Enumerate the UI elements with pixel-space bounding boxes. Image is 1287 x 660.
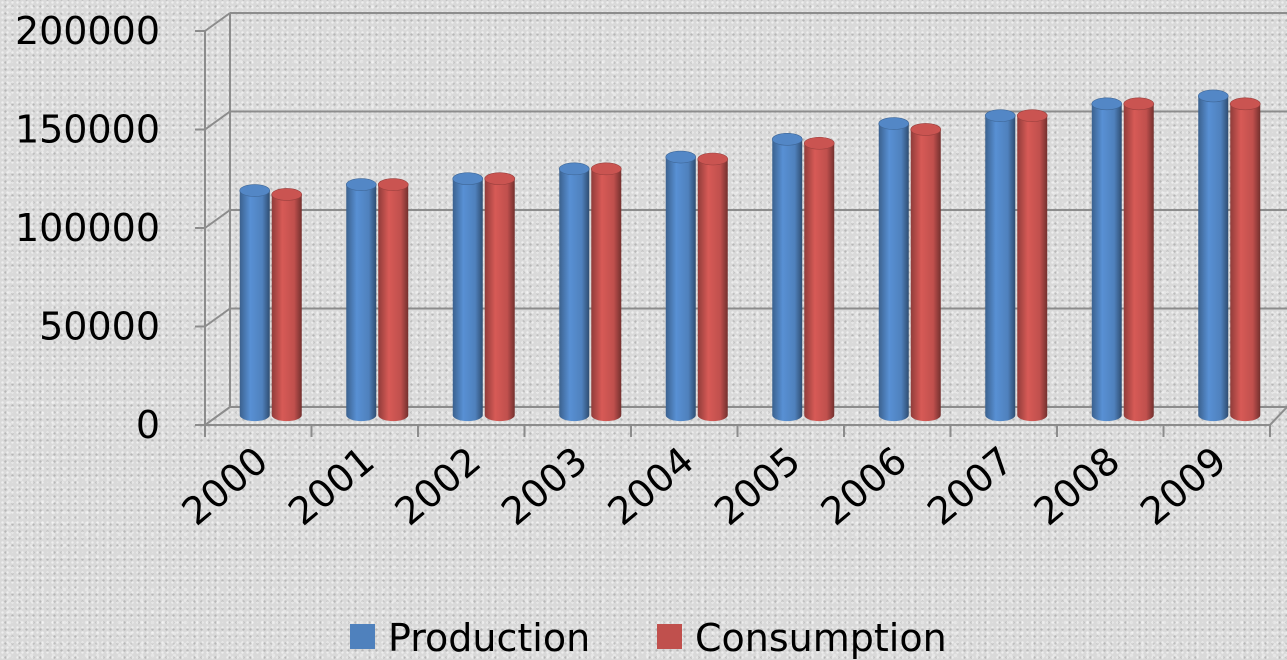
bar-consumption-2004: [697, 152, 729, 422]
legend-label-production: Production: [388, 616, 590, 660]
x-tick-label: 2003: [493, 438, 595, 534]
bar-consumption-2000: [271, 188, 303, 422]
legend: Production Consumption: [350, 616, 947, 660]
bar-production-2001: [345, 178, 377, 422]
bar-production-2008: [1091, 97, 1123, 422]
legend-item-consumption: Consumption: [657, 616, 947, 660]
bar-consumption-2005: [803, 136, 835, 422]
bar-production-2004: [665, 150, 697, 422]
legend-item-production: Production: [350, 616, 590, 660]
bar-consumption-2009: [1229, 97, 1261, 422]
legend-label-consumption: Consumption: [695, 616, 947, 660]
y-tick-label: 0: [136, 403, 160, 447]
y-tick-label: 200000: [15, 9, 160, 53]
x-tick-label: 2009: [1132, 438, 1234, 534]
x-tick-label: 2004: [600, 438, 702, 534]
legend-swatch-production: [350, 624, 375, 649]
x-tick-label: 2007: [919, 438, 1021, 534]
bar-consumption-2008: [1123, 97, 1155, 422]
x-tick-label: 2002: [387, 438, 489, 534]
y-tick-label: 100000: [15, 206, 160, 250]
legend-swatch-consumption: [657, 624, 682, 649]
bar-consumption-2003: [590, 162, 622, 422]
y-tick-label: 150000: [15, 108, 160, 152]
bar-production-2000: [239, 184, 271, 422]
y-tick-label: 50000: [39, 305, 160, 349]
bar-production-2006: [878, 117, 910, 422]
bar-consumption-2006: [910, 123, 942, 422]
bars: [239, 89, 1261, 422]
bar-production-2003: [558, 162, 590, 422]
bar-production-2002: [452, 172, 484, 422]
bar-consumption-2002: [484, 172, 516, 422]
x-tick-label: 2000: [174, 438, 276, 534]
y-axis: 0 50000 100000 150000 200000: [15, 9, 160, 447]
x-tick-label: 2008: [1026, 438, 1128, 534]
x-tick-label: 2005: [706, 438, 808, 534]
bar-production-2005: [771, 133, 803, 422]
bar-consumption-2001: [377, 178, 409, 422]
x-axis: 2000 2001 2002 2003 2004 2005 2006 2007 2008 2009: [174, 425, 1271, 534]
bar-consumption-2007: [1016, 109, 1048, 422]
bar-production-2007: [984, 109, 1016, 422]
x-tick-label: 2001: [280, 438, 382, 534]
x-tick-label: 2006: [813, 438, 915, 534]
bar-production-2009: [1197, 89, 1229, 422]
